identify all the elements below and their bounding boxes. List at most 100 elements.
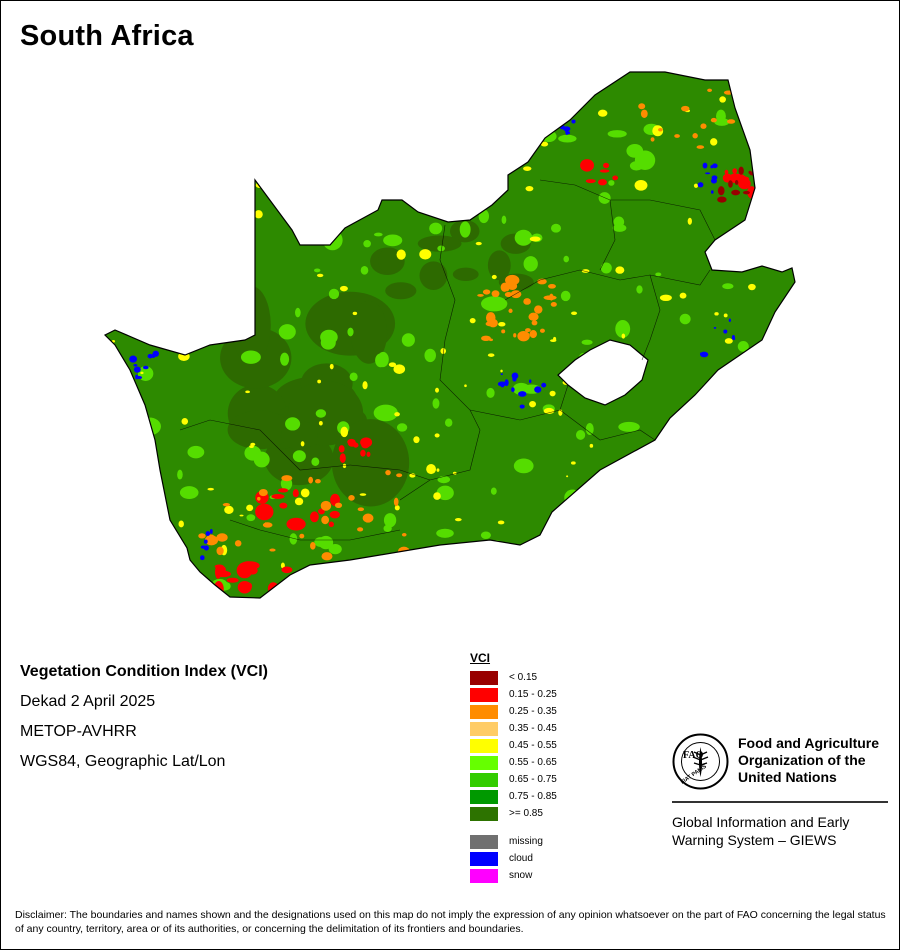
vci-light-patch [209,160,216,165]
vci-light-patch [560,520,567,530]
cloud-patch [571,119,576,124]
legend-item: 0.55 - 0.65 [470,756,610,770]
vci-light-patch [742,448,747,457]
vci-yellow-patch [440,348,447,355]
vci-light-patch [383,513,397,528]
vci-yellow-patch [703,409,714,416]
vci-orange-patch [357,507,365,512]
legend-swatch [470,790,498,804]
vci-yellow-patch [214,130,220,133]
legend-item: 0.25 - 0.35 [470,705,610,719]
vci-yellow-patch [475,241,482,246]
vci-yellow-patch [300,441,305,447]
map-info: Vegetation Condition Index (VCI) Dekad 2… [20,657,268,777]
vci-light-patch [373,404,398,422]
vci-yellow-patch [426,464,437,475]
cloud-patch [133,366,141,373]
legend-item: cloud [470,852,610,866]
cloud-patch [732,336,736,341]
legend-swatch [470,852,498,866]
vci-yellow-patch [317,379,322,384]
vci-yellow-patch [311,192,317,200]
vci-yellow-patch [254,210,263,219]
vci-orange-patch [543,295,557,301]
vci-yellow-patch [748,283,756,291]
vci-light-patch [693,537,700,549]
vci-yellow-patch [264,154,269,160]
vci-yellow-patch [224,505,234,515]
vci-light-patch [707,571,718,583]
vci-light-patch [383,234,403,247]
vci-light-patch [777,219,791,228]
vci-light-patch [758,353,773,361]
vci-yellow-patch [552,336,557,342]
vci-yellow-patch [571,311,578,316]
cloud-patch [710,165,714,169]
vci-light-patch [679,313,691,325]
vci-red-patch [226,577,239,583]
vci-red-patch [347,438,356,445]
vci-orange-patch [362,513,374,523]
vci-light-patch [481,296,508,312]
vci-orange-patch [308,476,314,484]
cloud-patch [728,318,731,322]
vci-light-patch [362,124,371,135]
vci-yellow-patch [543,407,555,415]
vci-light-patch [550,223,562,233]
logo-motto: FIAT PANIS [680,764,708,786]
vci-yellow-patch [571,461,576,465]
vci-light-patch [763,436,775,446]
vci-yellow-patch [294,497,304,506]
vci-orange-patch [523,298,531,305]
vci-light-patch [114,554,132,573]
vci-yellow-patch [181,226,186,230]
vci-light-patch [222,303,231,309]
vci-yellow-patch [362,381,368,390]
vci-yellow-patch [578,363,590,375]
vci-orange-patch [315,479,321,484]
vci-yellow-patch [724,549,732,554]
vci-orange-patch [650,137,655,142]
legend-label: 0.75 - 0.85 [509,791,557,802]
vci-orange-patch [528,312,539,321]
vci-orange-patch [525,328,531,333]
vci-light-patch [581,339,593,345]
vci-yellow-patch [349,210,357,214]
vci-light-patch [738,413,750,425]
vci-light-patch [311,457,320,467]
legend-item: < 0.15 [470,671,610,685]
vci-yellow-patch [615,266,625,274]
vci-yellow-patch [491,274,497,280]
cloud-patch [711,175,718,181]
vci-light-patch [437,245,445,252]
vci-orange-patch [681,105,690,112]
vci-light-patch [717,524,738,541]
vci-light-patch [320,335,336,350]
vci-orange-patch [550,302,557,307]
vci-light-patch [227,327,243,338]
vci-yellow-patch [521,130,532,142]
vci-orange-patch [481,335,491,342]
cloud-patch [697,182,704,188]
vci-red-patch [599,169,610,173]
vci-light-patch [710,485,720,496]
legend-swatch [470,739,498,753]
vci-red-patch [329,510,340,519]
vci-red-patch [279,502,288,509]
vci-yellow-patch [294,181,301,187]
vci-light-patch [618,421,640,432]
vci-yellow-patch [773,337,777,342]
cloud-patch [558,116,564,121]
legend-item: 0.35 - 0.45 [470,722,610,736]
cloud-patch [710,190,714,194]
cloud-patch [511,387,515,393]
vci-light-patch [666,468,685,481]
cloud-patch [723,329,728,334]
vci-light-patch [246,514,256,522]
cloud-patch [705,172,711,175]
vci-light-patch [375,353,386,368]
vci-yellow-patch [619,367,628,372]
vci-orange-patch [726,119,736,124]
vci-orange-patch [504,292,513,298]
vci-light-patch [347,327,354,337]
